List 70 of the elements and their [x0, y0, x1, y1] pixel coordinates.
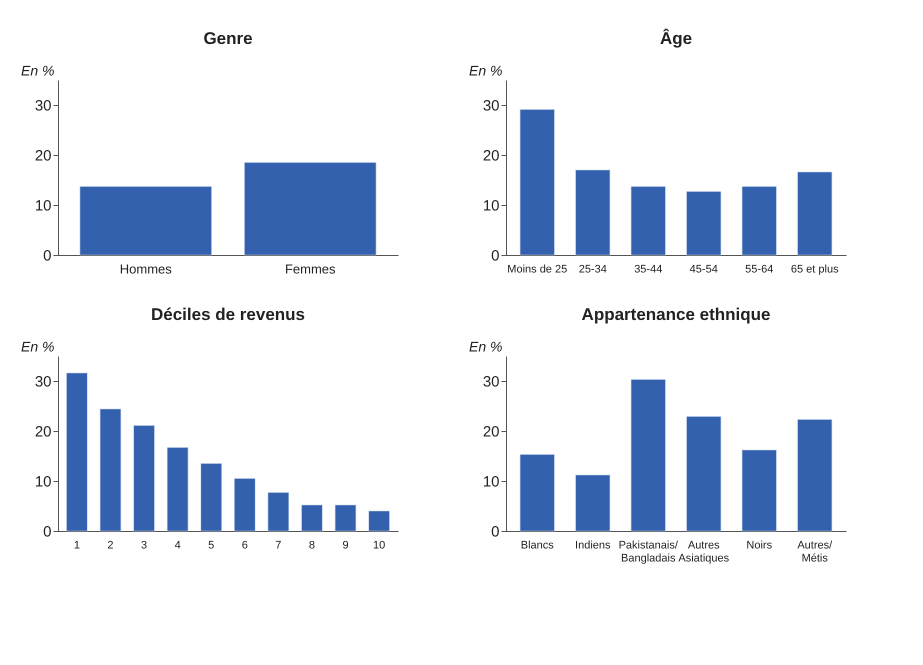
bar [200, 463, 222, 532]
bar [742, 450, 777, 532]
y-tick-label: 20 [34, 424, 52, 440]
x-tick-label: 9 [342, 540, 349, 552]
bar [100, 408, 122, 532]
y-tick-label: 0 [43, 248, 52, 264]
y-tick-label: 10 [34, 474, 52, 490]
y-axis-title: En % [469, 62, 502, 78]
x-tick-label: 35-44 [634, 264, 662, 276]
bar [797, 419, 832, 532]
bar [66, 372, 88, 532]
bar [234, 478, 256, 532]
bar [575, 474, 610, 532]
y-tick-label: 10 [34, 198, 52, 214]
x-tick-label: Autres/ Métis [797, 540, 834, 564]
x-tick-label: 8 [308, 540, 315, 552]
y-tick-label: 30 [34, 374, 52, 390]
x-tick-label: Moins de 25 [507, 264, 568, 276]
chart-title: Genre [203, 29, 253, 48]
y-tick-label: 30 [482, 98, 500, 114]
y-tick-label: 20 [34, 148, 52, 164]
x-tick-label: Femmes [284, 262, 336, 276]
bar [368, 510, 390, 532]
y-tick-label: 10 [482, 198, 500, 214]
bar [686, 416, 722, 532]
x-tick-label: 5 [208, 540, 214, 552]
bar [133, 425, 155, 532]
bar [797, 172, 832, 256]
bar [520, 454, 555, 532]
y-tick-label: 0 [491, 524, 500, 540]
x-tick-label: 65 et plus [790, 264, 840, 276]
y-tick-label: 0 [43, 524, 52, 540]
y-tick-label: 20 [482, 148, 500, 164]
x-tick-label: 10 [372, 540, 386, 552]
x-tick-label: Blancs [520, 540, 554, 552]
x-tick-label: 6 [242, 540, 248, 552]
x-tick-label: 25-34 [578, 264, 607, 276]
x-tick-label: 2 [107, 540, 114, 552]
y-axis-title: En % [21, 338, 54, 354]
bar [575, 170, 610, 256]
y-axis-title: En % [469, 338, 502, 354]
y-tick-label: 10 [482, 474, 500, 490]
x-tick-label: Noirs [746, 540, 773, 552]
x-tick-label: Hommes [120, 262, 172, 276]
bar [334, 504, 356, 532]
x-tick-label: Pakistanais/ Bangladais [618, 540, 679, 564]
bar [520, 109, 555, 256]
chart-title: Déciles de revenus [150, 305, 306, 324]
chart-title: Appartenance ethnique [582, 305, 770, 324]
x-tick-label: 3 [141, 540, 148, 552]
x-tick-label: 1 [74, 540, 80, 552]
bar [630, 186, 666, 256]
x-tick-label: 45-54 [690, 264, 718, 276]
bar [630, 379, 666, 532]
y-tick-label: 0 [491, 248, 500, 264]
bar [301, 504, 323, 532]
bar [166, 447, 188, 532]
bar [686, 191, 722, 256]
y-tick-label: 30 [34, 98, 52, 114]
bar [742, 186, 777, 256]
y-tick-label: 20 [482, 424, 500, 440]
x-tick-label: 7 [275, 540, 282, 552]
y-tick-label: 30 [482, 374, 500, 390]
x-tick-label: Autres Asiatiques [678, 540, 730, 564]
y-axis-title: En % [21, 62, 54, 78]
chart-title: Âge [660, 28, 692, 48]
x-tick-label: Indiens [575, 540, 611, 552]
x-tick-label: 4 [174, 540, 181, 552]
x-tick-label: 55-64 [745, 264, 774, 276]
bar [268, 492, 290, 532]
